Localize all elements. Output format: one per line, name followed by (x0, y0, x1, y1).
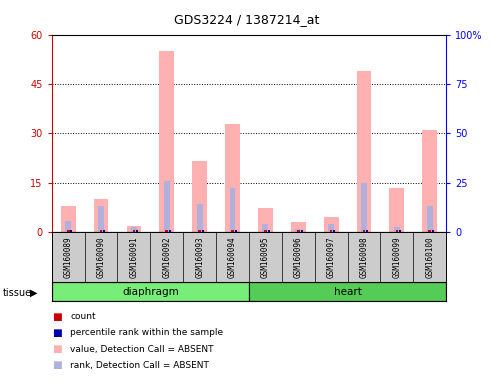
Text: ■: ■ (52, 344, 62, 354)
Text: GSM160095: GSM160095 (261, 237, 270, 278)
Bar (104, 230, 106, 232)
Bar (363, 230, 365, 232)
Text: ▶: ▶ (30, 288, 37, 298)
Bar (133, 230, 135, 232)
Text: percentile rank within the sample: percentile rank within the sample (70, 328, 224, 338)
Text: GSM160091: GSM160091 (130, 237, 139, 278)
Text: GSM160092: GSM160092 (162, 237, 171, 278)
Bar (427, 206, 433, 232)
Bar (432, 230, 434, 232)
Bar (230, 188, 236, 232)
Bar (264, 230, 267, 232)
Text: tissue: tissue (2, 288, 32, 298)
Bar (295, 229, 301, 232)
Bar (394, 227, 400, 232)
Text: count: count (70, 312, 96, 321)
Bar (169, 230, 171, 232)
Text: GSM160099: GSM160099 (392, 237, 401, 278)
Text: heart: heart (334, 287, 361, 297)
Bar (366, 230, 368, 232)
Bar (94, 199, 108, 232)
Bar (98, 206, 104, 232)
Bar (67, 230, 70, 232)
Bar (61, 206, 75, 232)
Bar (231, 230, 234, 232)
Bar (297, 230, 300, 232)
Bar (328, 224, 334, 232)
Bar (65, 221, 71, 232)
Text: GSM160098: GSM160098 (359, 237, 368, 278)
Text: GSM160090: GSM160090 (97, 237, 106, 278)
Bar (70, 230, 72, 232)
Text: GSM160097: GSM160097 (327, 237, 336, 278)
Bar (100, 230, 103, 232)
Text: GSM160100: GSM160100 (425, 237, 434, 278)
Bar (127, 226, 141, 232)
Bar (192, 161, 207, 232)
Bar (159, 51, 174, 232)
Text: value, Detection Call = ABSENT: value, Detection Call = ABSENT (70, 344, 214, 354)
Text: GSM160094: GSM160094 (228, 237, 237, 278)
Text: GSM160093: GSM160093 (195, 237, 204, 278)
Bar (361, 183, 367, 232)
Bar (423, 130, 437, 232)
Text: GDS3224 / 1387214_at: GDS3224 / 1387214_at (174, 13, 319, 26)
Bar (225, 124, 240, 232)
Bar (399, 230, 401, 232)
Bar (291, 222, 306, 232)
Bar (197, 204, 203, 232)
Bar (136, 230, 138, 232)
Bar (202, 230, 204, 232)
Bar (356, 71, 371, 232)
Bar (389, 188, 404, 232)
Bar (258, 208, 273, 232)
Bar (131, 227, 137, 232)
Bar (262, 224, 268, 232)
Bar (164, 181, 170, 232)
Text: diaphragm: diaphragm (122, 287, 179, 297)
Bar (249, 282, 446, 301)
Bar (324, 217, 339, 232)
Bar (333, 230, 335, 232)
Text: ■: ■ (52, 312, 62, 322)
Bar (301, 230, 303, 232)
Bar (330, 230, 332, 232)
Bar (52, 282, 249, 301)
Bar (198, 230, 201, 232)
Text: GSM160096: GSM160096 (294, 237, 303, 278)
Bar (268, 230, 270, 232)
Bar (428, 230, 431, 232)
Text: ■: ■ (52, 328, 62, 338)
Bar (395, 230, 398, 232)
Bar (235, 230, 237, 232)
Text: rank, Detection Call = ABSENT: rank, Detection Call = ABSENT (70, 361, 210, 370)
Text: GSM160089: GSM160089 (64, 237, 72, 278)
Text: ■: ■ (52, 360, 62, 370)
Bar (166, 230, 168, 232)
